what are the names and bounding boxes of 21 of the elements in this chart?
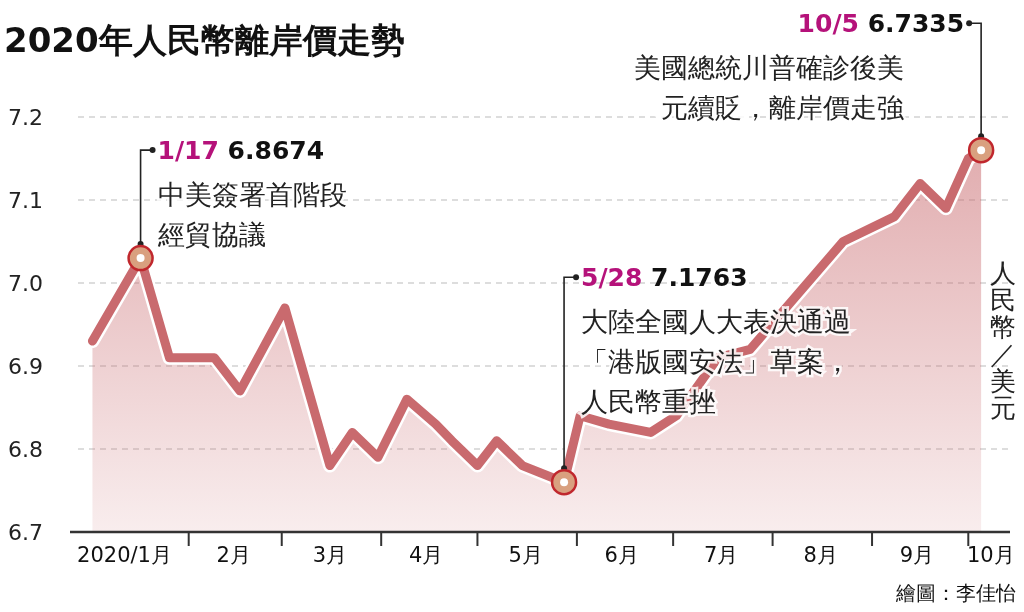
- x-tick-label: 2020/1月: [77, 543, 172, 567]
- x-tick-label: 8月: [803, 543, 838, 567]
- x-tick-label: 6月: [604, 543, 639, 567]
- annotation: 10/5 6.7335 美國總統川普確診後美元續貶，離岸價走強: [634, 9, 965, 123]
- x-tick-label: 7月: [704, 543, 739, 567]
- y-axis-title: 人民幣／美元: [990, 258, 1016, 423]
- x-tick-label: 4月: [408, 543, 444, 567]
- y-tick-label: 7.1: [8, 187, 43, 213]
- y-tick-label: 7.2: [8, 104, 43, 130]
- chart-title: 2020年人民幣離岸價走勢: [4, 20, 405, 60]
- x-tick-label: 3月: [312, 543, 348, 567]
- y-tick-label: 6.8: [8, 436, 43, 462]
- x-tick-label: 5月: [508, 543, 543, 567]
- x-tick-label: 2月: [216, 543, 251, 567]
- y-tick-label: 6.7: [8, 519, 43, 545]
- annotation: 1/17 6.8674 中美簽署首階段經貿協議: [156, 136, 347, 250]
- x-tick-label: 9月: [899, 543, 935, 567]
- x-tick-label: 10月: [966, 543, 1015, 567]
- y-tick-label: 7.0: [8, 270, 43, 296]
- y-tick-label: 6.9: [8, 353, 43, 379]
- text: 繪圖：李佳怡: [895, 581, 1016, 605]
